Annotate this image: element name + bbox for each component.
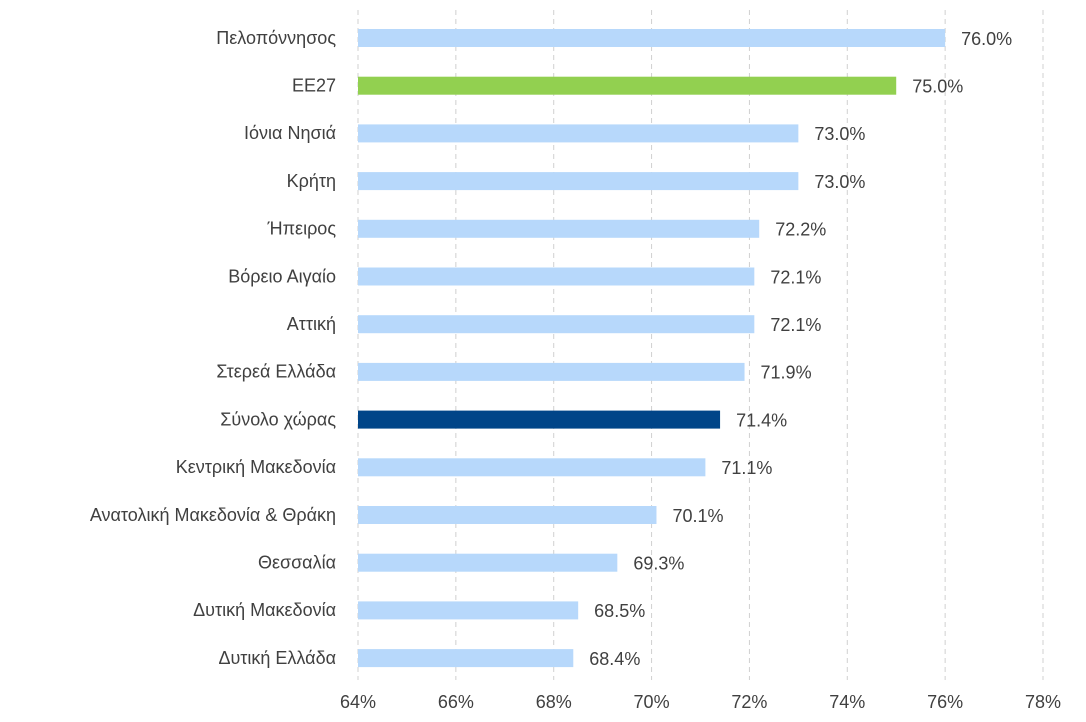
y-tick-label: Θεσσαλία — [258, 552, 336, 572]
x-tick-label: 68% — [536, 692, 572, 712]
y-tick-label: Στερεά Ελλάδα — [216, 362, 336, 382]
value-label: 68.5% — [594, 601, 645, 621]
value-label: 72.2% — [775, 220, 826, 240]
y-tick-label: Ανατολική Μακεδονία & Θράκη — [90, 505, 336, 525]
bar — [358, 362, 745, 381]
bar — [358, 267, 755, 286]
bar — [358, 506, 657, 524]
bar — [358, 649, 574, 668]
bar — [358, 172, 799, 191]
y-tick-label: Δυτική Μακεδονία — [193, 600, 336, 620]
value-label: 69.3% — [633, 553, 684, 573]
bar — [358, 410, 721, 429]
x-tick-label: 70% — [634, 692, 670, 712]
value-label: 71.1% — [721, 458, 772, 478]
value-label: 71.9% — [761, 363, 812, 383]
bar — [358, 76, 897, 95]
value-label: 72.1% — [770, 315, 821, 335]
bar — [358, 601, 579, 620]
y-tick-label: ΕΕ27 — [292, 75, 336, 95]
value-label: 72.1% — [770, 267, 821, 287]
y-tick-label: Κρήτη — [287, 171, 336, 191]
value-label: 71.4% — [736, 410, 787, 430]
value-label: 73.0% — [814, 124, 865, 144]
y-tick-label: Ιόνια Νησιά — [244, 123, 336, 143]
x-tick-label: 78% — [1025, 692, 1061, 712]
value-label: 75.0% — [912, 76, 963, 96]
y-tick-label: Κεντρική Μακεδονία — [176, 457, 336, 477]
y-tick-label: Βόρειο Αιγαίο — [228, 266, 336, 286]
y-tick-label: Δυτική Ελλάδα — [218, 648, 336, 668]
x-tick-label: 66% — [438, 692, 474, 712]
bar — [358, 458, 706, 477]
bar — [358, 29, 946, 47]
x-tick-label: 74% — [829, 692, 865, 712]
x-tick-label: 64% — [340, 692, 376, 712]
value-label: 70.1% — [672, 506, 723, 526]
x-tick-label: 72% — [731, 692, 767, 712]
y-tick-label: Πελοπόννησος — [216, 28, 336, 48]
bar — [358, 124, 799, 143]
x-tick-label: 76% — [927, 692, 963, 712]
y-tick-label: Αττική — [287, 314, 336, 334]
value-label: 76.0% — [961, 29, 1012, 49]
bar — [358, 219, 760, 238]
bar — [358, 315, 755, 334]
value-label: 73.0% — [814, 172, 865, 192]
value-label: 68.4% — [589, 649, 640, 669]
bar — [358, 553, 618, 572]
y-tick-label: Ήπειρος — [267, 219, 337, 239]
y-tick-label: Σύνολο χώρας — [220, 409, 336, 429]
